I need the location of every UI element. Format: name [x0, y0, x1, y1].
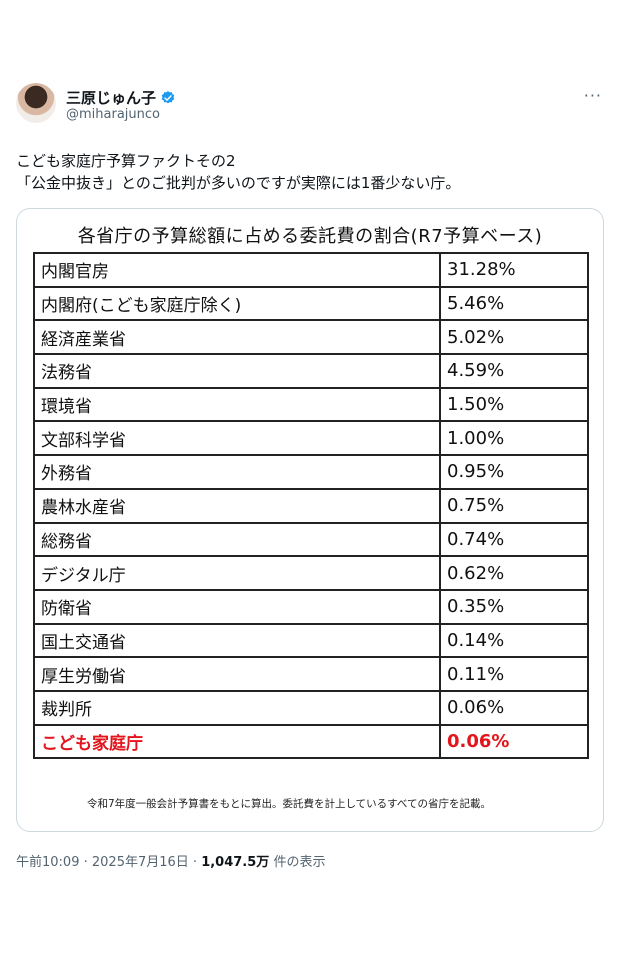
ministry-cell: 法務省	[33, 353, 441, 389]
meta-separator: ·	[83, 855, 92, 870]
verified-badge-icon	[161, 90, 175, 103]
ministry-cell: こども家庭庁	[33, 723, 441, 760]
table-row: こども家庭庁 0.06%	[33, 723, 589, 760]
ratio-cell: 31.28%	[439, 252, 589, 288]
table-row: 内閣府(こども家庭庁除く) 5.46%	[33, 285, 589, 322]
view-count: 1,047.5万	[201, 855, 270, 870]
meta-separator: ·	[192, 855, 202, 870]
avatar[interactable]	[16, 83, 56, 123]
post-meta: 午前10:09 · 2025年7月16日 · 1,047.5万 件の表示	[16, 851, 325, 870]
table-row: 国土交通省 0.14%	[33, 622, 589, 659]
ministry-cell: 総務省	[33, 521, 441, 558]
ministry-cell: 外務省	[33, 454, 441, 490]
ministry-cell: 厚生労働省	[33, 656, 441, 692]
ratio-cell: 5.02%	[439, 319, 589, 356]
table-row: 経済産業省 5.02%	[33, 319, 589, 356]
ministry-cell: 農林水産省	[33, 487, 441, 524]
table-row: 外務省 0.95%	[33, 454, 589, 490]
ministry-cell: デジタル庁	[33, 555, 441, 591]
ratio-cell: 0.95%	[439, 454, 589, 490]
table-row: デジタル庁 0.62%	[33, 555, 589, 591]
table-footnote: 令和7年度一般会計予算書をもとに算出。委託費を計上しているすべての省庁を記載。	[87, 798, 491, 810]
ministry-cell: 内閣府(こども家庭庁除く)	[33, 285, 441, 322]
table-row: 厚生労働省 0.11%	[33, 656, 589, 692]
author-row[interactable]: 三原じゅん子	[66, 87, 176, 108]
display-name[interactable]: 三原じゅん子	[66, 89, 157, 107]
ratio-cell: 0.06%	[439, 723, 589, 760]
table-title: 各省庁の予算総額に占める委託費の割合(R7予算ベース)	[77, 226, 543, 247]
ratio-cell: 5.46%	[439, 285, 589, 322]
attached-image[interactable]: 各省庁の予算総額に占める委託費の割合(R7予算ベース) 内閣官房 31.28% 内閣…	[16, 208, 604, 832]
tweet-text: こども家庭庁予算ファクトその2 「公金中抜き」とのご批判が多いのですが実際には1…	[16, 152, 461, 192]
ratio-cell: 0.74%	[439, 521, 589, 558]
table-row: 文部科学省 1.00%	[33, 420, 589, 457]
ministry-cell: 裁判所	[33, 689, 441, 726]
table-row: 農林水産省 0.75%	[33, 487, 589, 524]
table-row: 裁判所 0.06%	[33, 689, 589, 726]
ratio-cell: 1.50%	[439, 386, 589, 423]
post-date[interactable]: 2025年7月16日	[91, 855, 189, 870]
post-time[interactable]: 午前10:09	[16, 855, 80, 870]
more-options-icon[interactable]: ···	[583, 86, 602, 105]
table-row: 環境省 1.50%	[33, 386, 589, 423]
table-row: 総務省 0.74%	[33, 521, 589, 558]
view-count-label: 件の表示	[273, 855, 326, 870]
table-row: 内閣官房 31.28%	[33, 252, 589, 288]
ratio-cell: 0.11%	[439, 656, 589, 692]
table-row: 法務省 4.59%	[33, 353, 589, 389]
ministry-cell: 環境省	[33, 386, 441, 423]
budget-ratio-table: 内閣官房 31.28% 内閣府(こども家庭庁除く) 5.46% 経済産業省 5.02% 法務…	[33, 252, 589, 760]
ratio-cell: 0.14%	[439, 622, 589, 659]
user-handle[interactable]: @miharajunco	[66, 107, 160, 122]
ratio-cell: 0.06%	[439, 689, 589, 726]
table-row: 防衛省 0.35%	[33, 588, 589, 625]
ratio-cell: 1.00%	[439, 420, 589, 457]
ministry-cell: 国土交通省	[33, 622, 441, 659]
ministry-cell: 経済産業省	[33, 319, 441, 356]
ratio-cell: 4.59%	[439, 353, 589, 389]
ministry-cell: 文部科学省	[33, 420, 441, 457]
ratio-cell: 0.35%	[439, 588, 589, 625]
ratio-cell: 0.75%	[439, 487, 589, 524]
ratio-cell: 0.62%	[439, 555, 589, 591]
ministry-cell: 防衛省	[33, 588, 441, 625]
ministry-cell: 内閣官房	[33, 252, 441, 288]
